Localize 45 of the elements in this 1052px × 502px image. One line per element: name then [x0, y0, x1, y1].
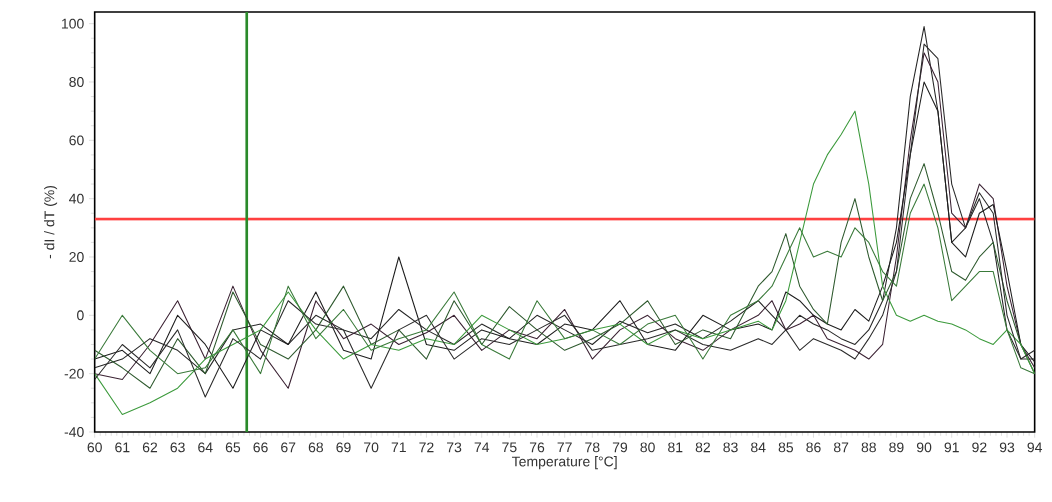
- x-tick-label: 75: [502, 442, 517, 453]
- x-tick-label: 88: [861, 442, 876, 453]
- x-tick-label: 66: [253, 442, 268, 453]
- x-tick-label: 84: [751, 442, 766, 453]
- y-tick-label: 0: [77, 310, 84, 321]
- x-tick-label: 76: [529, 442, 545, 453]
- x-tick-label: 85: [778, 442, 794, 453]
- x-tick-label: 86: [806, 442, 821, 453]
- x-tick-label: 70: [364, 442, 379, 453]
- y-tick-label: -40: [64, 427, 84, 437]
- x-tick-label: 74: [474, 442, 490, 453]
- x-tick-label: 93: [999, 442, 1015, 453]
- y-tick-label: 100: [61, 18, 84, 29]
- x-tick-label: 83: [723, 442, 738, 453]
- x-tick-label: 71: [391, 442, 406, 453]
- y-axis-title: - dI / dT (%): [44, 185, 58, 259]
- x-tick-label: 87: [833, 442, 849, 453]
- x-tick-label: 65: [225, 442, 241, 453]
- x-tick-label: 92: [972, 442, 987, 453]
- x-tick-label: 68: [308, 442, 324, 453]
- x-tick-label: 63: [170, 442, 185, 453]
- x-tick-label: 72: [419, 442, 434, 453]
- x-tick-label: 73: [447, 442, 462, 453]
- x-tick-label: 91: [944, 442, 959, 453]
- x-tick-label: 77: [557, 442, 572, 453]
- x-tick-label: 79: [612, 442, 628, 453]
- x-tick-label: 89: [889, 442, 904, 453]
- y-tick-label: 20: [69, 252, 84, 262]
- x-tick-label: 90: [916, 442, 932, 453]
- x-tick-label: 67: [281, 442, 296, 453]
- y-tick-label: 60: [69, 135, 84, 146]
- x-tick-label: 94: [1027, 442, 1043, 453]
- x-tick-label: 62: [142, 442, 158, 453]
- x-tick-label: 64: [198, 442, 213, 453]
- x-tick-label: 82: [695, 442, 710, 453]
- y-tick-label: -20: [64, 368, 84, 379]
- x-tick-label: 81: [668, 442, 683, 453]
- x-tick-label: 60: [87, 442, 102, 453]
- x-tick-label: 69: [336, 442, 351, 453]
- y-tick-label: 80: [69, 77, 84, 87]
- y-tick-label: 40: [69, 193, 84, 204]
- x-tick-label: 78: [585, 442, 600, 453]
- x-axis-title: Temperature [°C]: [512, 456, 617, 470]
- x-tick-label: 80: [640, 442, 655, 453]
- x-tick-label: 61: [115, 442, 130, 453]
